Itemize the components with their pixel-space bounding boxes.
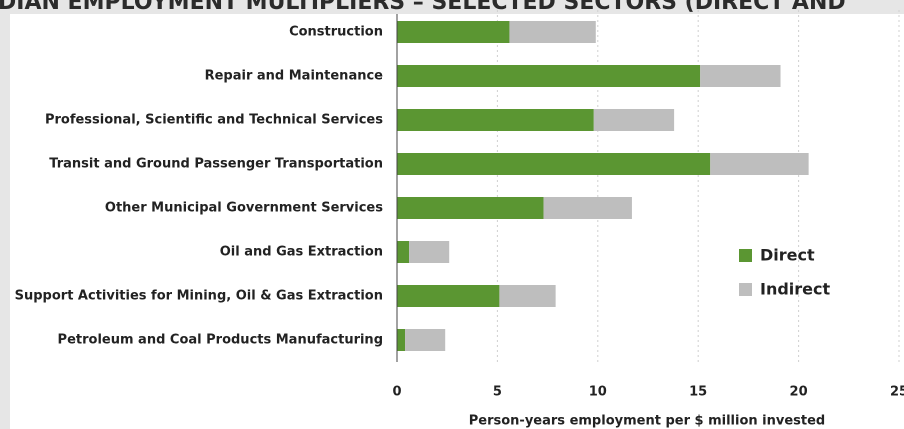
x-tick-label: 15 — [689, 385, 707, 400]
x-tick-label: 10 — [589, 385, 607, 400]
legend-label: Indirect — [760, 280, 831, 299]
chart-title: DIAN EMPLOYMENT MULTIPLIERS – SELECTED S… — [0, 0, 846, 15]
y-tick-label: Support Activities for Mining, Oil & Gas… — [15, 289, 383, 304]
bar-segment — [593, 109, 675, 131]
legend-swatch — [739, 283, 752, 296]
y-tick-label: Transit and Ground Passenger Transportat… — [49, 157, 383, 172]
bar-segment — [543, 197, 632, 219]
bar-segment — [509, 21, 596, 43]
bar-segment — [405, 329, 446, 351]
bar-segment — [499, 285, 556, 307]
bar-segment — [397, 197, 544, 219]
bar-segment — [409, 241, 450, 263]
y-tick-label: Oil and Gas Extraction — [220, 245, 383, 260]
y-tick-label: Other Municipal Government Services — [105, 201, 383, 216]
legend-label: Direct — [760, 246, 815, 265]
bar-segment — [397, 65, 701, 87]
bar-segment — [397, 21, 510, 43]
legend-swatch — [739, 249, 752, 262]
bar-segment — [397, 109, 594, 131]
y-tick-label: Repair and Maintenance — [205, 69, 384, 84]
y-tick-label: Professional, Scientific and Technical S… — [45, 113, 383, 128]
bar-segment — [700, 65, 781, 87]
bar-segment — [397, 329, 406, 351]
bar-segment — [397, 285, 500, 307]
bar-segment — [710, 153, 809, 175]
x-tick-label: 20 — [790, 385, 808, 400]
y-tick-label: Construction — [289, 25, 383, 40]
y-tick-label: Petroleum and Coal Products Manufacturin… — [58, 333, 383, 348]
x-tick-label: 25 — [890, 385, 904, 400]
x-tick-label: 0 — [392, 385, 401, 400]
x-axis-label: Person-years employment per $ million in… — [469, 414, 826, 429]
bar-segment — [397, 241, 410, 263]
bar-segment — [397, 153, 711, 175]
x-tick-label: 5 — [493, 385, 502, 400]
